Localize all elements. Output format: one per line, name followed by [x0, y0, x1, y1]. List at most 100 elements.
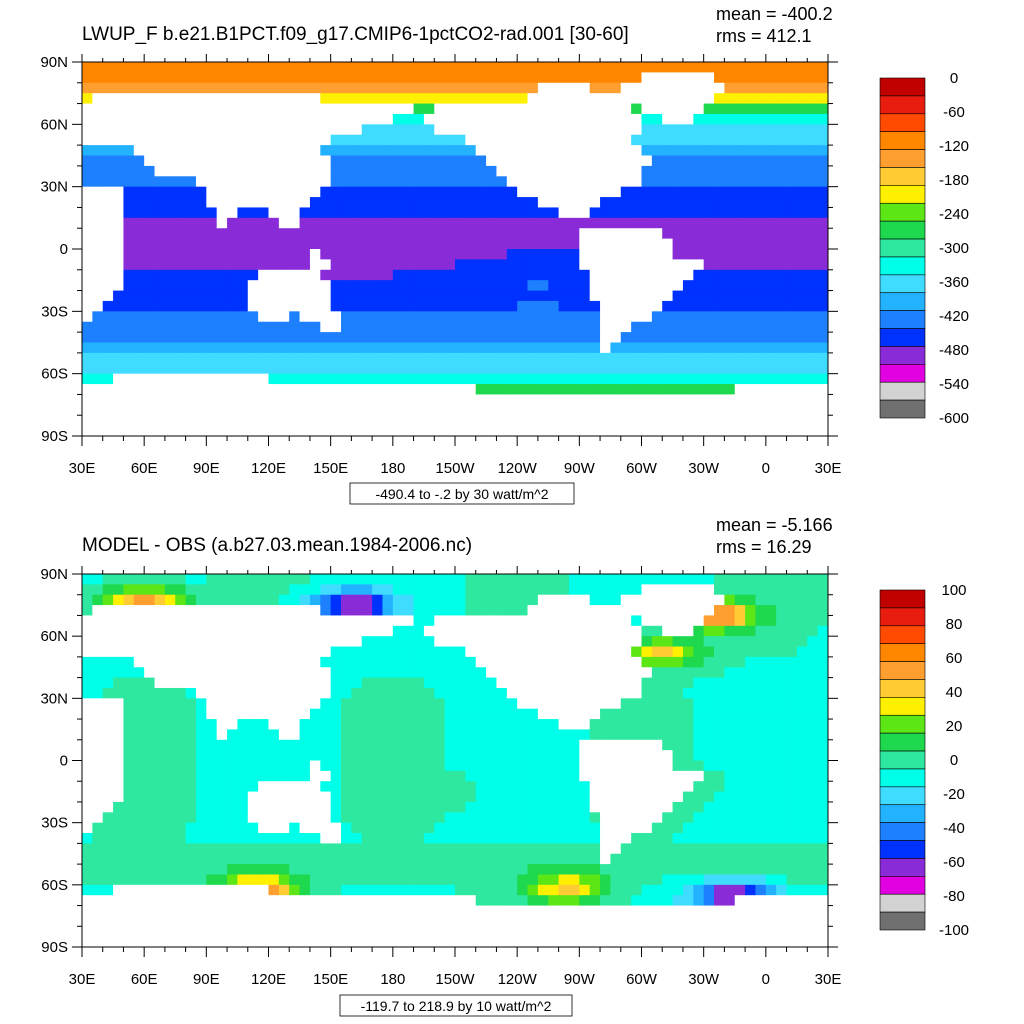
map-cell — [693, 207, 705, 219]
map-cell — [672, 781, 684, 792]
map-cell — [392, 833, 404, 844]
map-cell — [714, 812, 725, 824]
map-cell — [745, 332, 756, 343]
map-cell — [527, 667, 539, 679]
map-cell — [734, 269, 746, 281]
map-cell — [714, 311, 725, 323]
map-cell — [82, 615, 93, 627]
map-cell — [175, 259, 187, 271]
y-tick-label: 60N — [40, 116, 68, 133]
map-cell — [392, 155, 404, 167]
map-cell — [651, 708, 663, 720]
map-cell — [486, 415, 497, 427]
map-cell — [361, 843, 373, 855]
map-cell — [465, 760, 477, 772]
map-cell — [548, 134, 560, 146]
map-cell — [413, 687, 425, 699]
map-cell — [289, 404, 300, 416]
map-cell — [413, 217, 425, 229]
map-cell — [662, 217, 673, 229]
map-cell — [631, 425, 642, 437]
map-cell — [164, 238, 176, 250]
map-cell — [247, 82, 259, 94]
map-cell — [641, 145, 653, 156]
colorbar-label: -360 — [939, 274, 969, 291]
map-cell — [579, 404, 591, 416]
map-cell — [558, 905, 570, 917]
map-cell — [734, 300, 746, 312]
map-cell — [682, 197, 694, 208]
map-cell — [444, 760, 456, 772]
map-cell — [475, 656, 487, 668]
map-cell — [641, 864, 653, 875]
map-cell — [620, 926, 632, 938]
colorbar-swatch — [879, 328, 926, 347]
map-cell — [589, 636, 601, 647]
map-cell — [392, 93, 404, 104]
map-cell — [413, 729, 425, 741]
map-cell — [413, 249, 425, 260]
map-cell — [299, 915, 311, 927]
map-cell — [423, 656, 435, 668]
map-cell — [568, 113, 580, 125]
map-cell — [113, 311, 124, 323]
map-cell — [289, 311, 300, 323]
map-cell — [496, 884, 508, 896]
map-cell — [486, 207, 497, 219]
map-cell — [154, 62, 166, 73]
map-cell — [745, 384, 756, 395]
map-cell — [423, 72, 435, 84]
map-cell — [693, 321, 705, 333]
map-cell — [164, 770, 176, 782]
map-cell — [113, 207, 124, 219]
map-cell — [154, 656, 166, 668]
map-cell — [807, 124, 819, 136]
map-cell — [144, 332, 155, 343]
map-cell — [164, 926, 176, 938]
map-cell — [620, 342, 632, 354]
map-cell — [765, 280, 777, 291]
map-cell — [496, 269, 508, 281]
map-cell — [164, 915, 176, 927]
map-cell — [216, 646, 228, 658]
map-cell — [154, 625, 166, 637]
map-cell — [589, 300, 601, 312]
map-cell — [527, 884, 539, 896]
map-cell — [278, 708, 290, 720]
map-cell — [444, 217, 456, 229]
map-cell — [558, 259, 570, 271]
map-cell — [568, 311, 580, 323]
lwup-panel-title: LWUP_F b.e21.B1PCT.f09_g17.CMIP6-1pctCO2… — [82, 24, 629, 45]
map-cell — [330, 207, 342, 219]
map-cell — [92, 739, 104, 751]
map-cell — [682, 936, 694, 948]
map-cell — [237, 656, 249, 668]
map-cell — [113, 238, 124, 250]
map-cell — [506, 290, 518, 302]
map-cell — [268, 687, 280, 699]
map-cell — [558, 124, 570, 136]
map-cell — [610, 843, 622, 855]
map-cell — [641, 290, 653, 302]
map-cell — [765, 259, 777, 271]
map-cell — [237, 186, 249, 198]
map-cell — [703, 594, 715, 606]
map-cell — [776, 113, 787, 125]
map-cell — [175, 186, 187, 198]
map-cell — [372, 124, 383, 136]
map-cell — [506, 636, 518, 647]
map-cell — [682, 425, 694, 437]
map-cell — [672, 332, 684, 343]
map-cell — [444, 176, 456, 188]
map-cell — [589, 321, 601, 333]
map-cell — [714, 584, 725, 596]
map-cell — [361, 770, 373, 782]
map-cell — [631, 574, 642, 585]
map-cell — [455, 791, 466, 803]
map-cell — [496, 124, 508, 136]
map-cell — [82, 394, 93, 406]
map-cell — [517, 176, 528, 188]
colorbar-swatch — [879, 220, 926, 240]
map-cell — [651, 884, 663, 896]
map-cell — [268, 574, 280, 585]
